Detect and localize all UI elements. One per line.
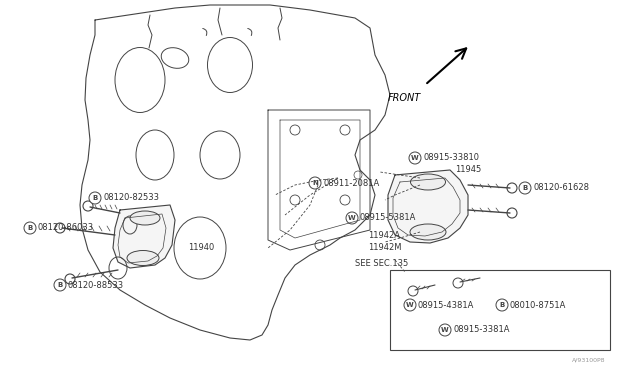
Text: FRONT: FRONT: [388, 93, 421, 103]
Ellipse shape: [410, 224, 446, 240]
Ellipse shape: [127, 250, 159, 266]
Circle shape: [496, 299, 508, 311]
Text: 08915-33810: 08915-33810: [423, 154, 479, 163]
Text: W: W: [406, 302, 414, 308]
Circle shape: [404, 299, 416, 311]
Text: B: B: [58, 282, 63, 288]
Text: SEE SEC.135: SEE SEC.135: [355, 260, 408, 269]
Circle shape: [409, 152, 421, 164]
Circle shape: [519, 182, 531, 194]
Polygon shape: [113, 205, 175, 268]
Text: 11942M: 11942M: [368, 244, 401, 253]
Circle shape: [309, 177, 321, 189]
Circle shape: [55, 223, 65, 233]
Polygon shape: [388, 170, 468, 243]
Text: 08120-82533: 08120-82533: [103, 193, 159, 202]
Text: 11945: 11945: [455, 166, 481, 174]
Text: 08915-3381A: 08915-3381A: [453, 326, 509, 334]
Text: B: B: [92, 195, 98, 201]
Circle shape: [507, 208, 517, 218]
Text: B: B: [522, 185, 527, 191]
Text: 11940: 11940: [188, 244, 214, 253]
Text: 08915-4381A: 08915-4381A: [418, 301, 474, 310]
Circle shape: [408, 286, 418, 296]
Text: 08010-8751A: 08010-8751A: [510, 301, 566, 310]
Text: N: N: [312, 180, 318, 186]
Circle shape: [346, 212, 358, 224]
Text: 08120-61628: 08120-61628: [533, 183, 589, 192]
Text: 11942A: 11942A: [368, 231, 400, 240]
Ellipse shape: [410, 174, 445, 190]
Text: B: B: [28, 225, 33, 231]
Circle shape: [89, 192, 101, 204]
Circle shape: [507, 183, 517, 193]
Circle shape: [24, 222, 36, 234]
Text: 08911-2081A: 08911-2081A: [323, 179, 380, 187]
Circle shape: [453, 278, 463, 288]
Text: 08915-5381A: 08915-5381A: [360, 214, 417, 222]
Text: 08120-86033: 08120-86033: [38, 224, 94, 232]
Circle shape: [83, 201, 93, 211]
Text: W: W: [411, 155, 419, 161]
Text: W: W: [441, 327, 449, 333]
Text: A/93100P8: A/93100P8: [572, 357, 605, 362]
Circle shape: [439, 324, 451, 336]
Circle shape: [54, 279, 66, 291]
Text: 08120-88533: 08120-88533: [68, 280, 124, 289]
Circle shape: [65, 274, 75, 284]
Text: B: B: [499, 302, 504, 308]
Text: W: W: [348, 215, 356, 221]
Bar: [390, 270, 610, 350]
Ellipse shape: [130, 211, 160, 225]
